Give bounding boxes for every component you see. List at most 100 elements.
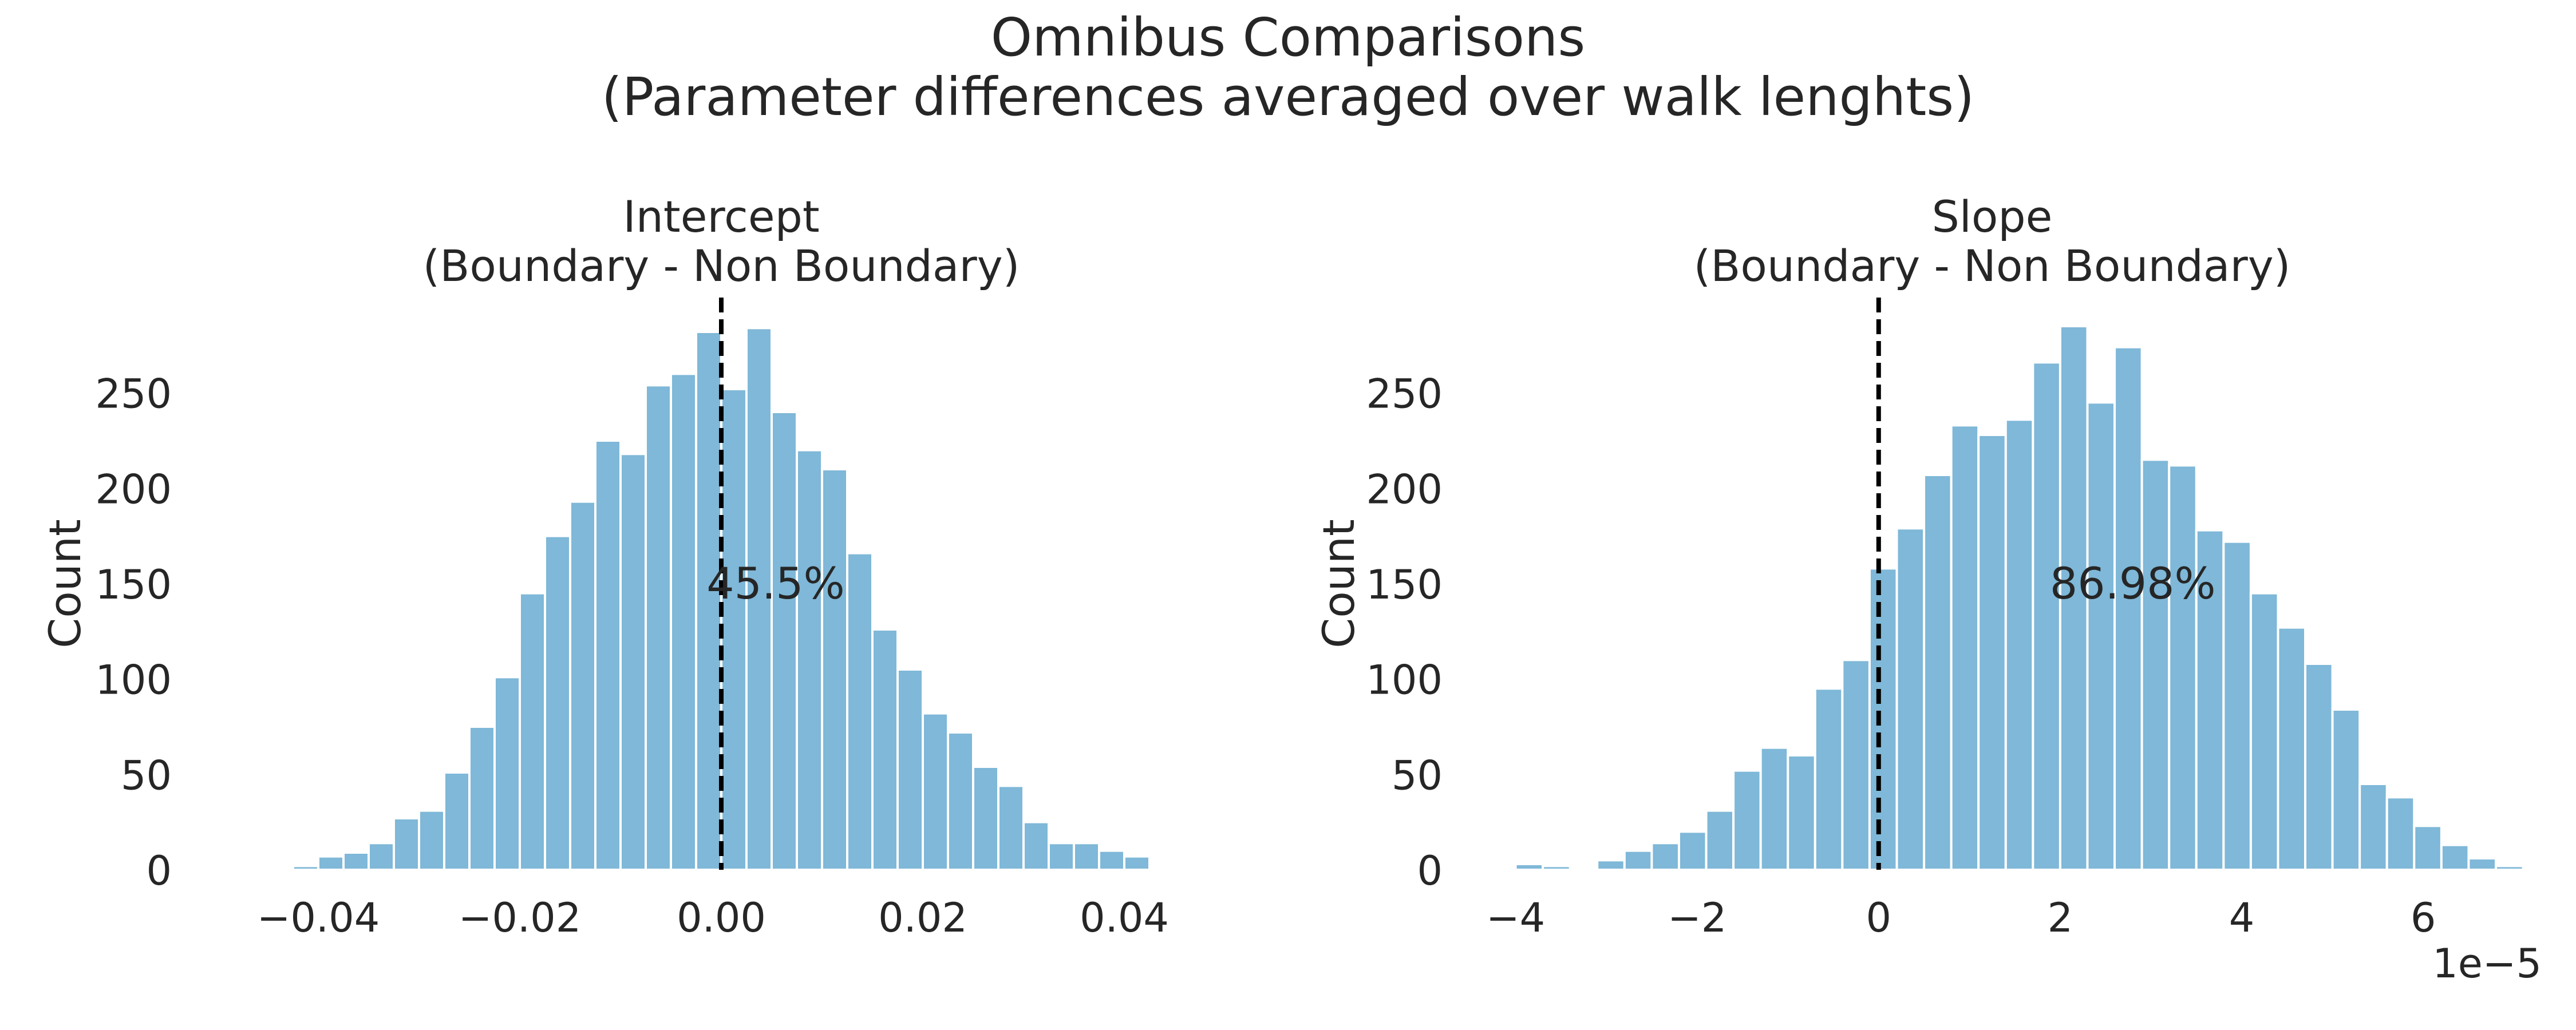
chart2-bar xyxy=(1623,849,1653,871)
chart1-bar xyxy=(821,468,848,871)
chart1-xtick-label: −0.04 xyxy=(257,894,380,941)
chart1-bar xyxy=(519,592,546,871)
chart1-bar xyxy=(720,388,748,871)
chart2-bar xyxy=(2304,663,2334,871)
chart1-bar xyxy=(771,411,798,871)
chart1-bar xyxy=(544,534,571,871)
chart2-bar xyxy=(2249,592,2279,871)
chart2-bar xyxy=(1895,527,1926,871)
chart2-ytick-label: 100 xyxy=(1366,657,1443,704)
chart1-bar xyxy=(695,331,722,871)
chart2-ylabel: Count xyxy=(1313,519,1364,648)
chart2-bar xyxy=(2059,325,2089,871)
chart2-bar xyxy=(1677,830,1708,871)
chart2-bar xyxy=(1732,769,1762,871)
chart1-bar xyxy=(393,817,420,871)
chart1-annotation: 45.5% xyxy=(706,558,844,609)
chart1-ytick-label: 200 xyxy=(95,466,172,513)
chart1-ylabel: Count xyxy=(39,519,90,648)
chart1-bar xyxy=(317,855,345,871)
chart1-bar xyxy=(997,785,1025,871)
chart2-bar xyxy=(2168,464,2198,871)
chart2-xtick-label: −4 xyxy=(1486,894,1545,941)
chart1-ytick-label: 0 xyxy=(146,847,172,894)
chart1-bar xyxy=(1048,842,1075,871)
chart1-xtick-label: 0.02 xyxy=(878,894,967,941)
chart1-bar xyxy=(418,809,445,871)
chart2-xtick-label: 0 xyxy=(1866,894,1892,941)
chart1-bar xyxy=(1073,842,1100,871)
chart1-bar xyxy=(594,439,622,871)
chart2-bar xyxy=(2467,857,2498,871)
chart1-bar xyxy=(569,500,596,871)
chart1-bar xyxy=(1098,849,1125,871)
chart1-bar xyxy=(342,851,370,871)
chart2-bar xyxy=(1514,863,1544,871)
chart2-xtick-label: 6 xyxy=(2411,894,2436,941)
chart2-bar xyxy=(1787,754,1816,871)
chart1-ytick-label: 100 xyxy=(95,657,172,704)
chart1-bar xyxy=(896,668,924,871)
chart1-bar xyxy=(947,731,974,871)
chart1-ytick-label: 250 xyxy=(95,371,172,418)
chart2-bar xyxy=(2495,865,2524,871)
chart2-xtick-label: 4 xyxy=(2229,894,2255,941)
chart1-bar xyxy=(292,865,319,871)
chart1-ytick-label: 150 xyxy=(95,561,172,608)
chart2-ytick-label: 50 xyxy=(1392,752,1443,799)
chart1-bar xyxy=(645,384,672,871)
chart2-ytick-label: 200 xyxy=(1366,466,1443,513)
chart1-bar xyxy=(871,628,899,871)
chart2-bar xyxy=(2440,843,2470,871)
chart2-xtick-label: 2 xyxy=(2048,894,2073,941)
chart2-bar xyxy=(1542,865,1571,871)
chart1-bar xyxy=(846,552,874,871)
chart1-bar xyxy=(1022,821,1050,871)
chart2-bar xyxy=(1950,424,1980,871)
chart1-bar xyxy=(745,327,773,871)
chart2-bar xyxy=(1923,474,1953,871)
chart2-bar xyxy=(2195,529,2225,871)
chart2-bar xyxy=(2385,796,2416,871)
chart2-bar xyxy=(1596,859,1626,871)
chart1-bar xyxy=(796,449,823,871)
chart2-bar xyxy=(2140,458,2171,871)
chart2-bar xyxy=(1814,687,1844,871)
chart2-title-line1: Slope xyxy=(1932,191,2053,242)
chart2-bar xyxy=(1868,567,1898,871)
chart2-bar xyxy=(2358,783,2388,871)
chart1-bar xyxy=(443,771,471,871)
chart2-annotation: 86.98% xyxy=(2050,558,2216,609)
chart2-xtick-label: −2 xyxy=(1668,894,1726,941)
chart2-bar xyxy=(1705,809,1735,871)
chart2-bar xyxy=(2331,708,2361,871)
chart1-bar xyxy=(368,842,395,871)
chart1-title-line1: Intercept xyxy=(623,191,819,242)
chart2-bar xyxy=(2032,361,2061,871)
chart1-bar xyxy=(468,726,496,871)
chart1-bar xyxy=(922,712,949,871)
chart2-bar xyxy=(2222,540,2252,871)
chart2-ytick-label: 150 xyxy=(1366,561,1443,608)
chart1-title-line2: (Boundary - Non Boundary) xyxy=(423,240,1020,291)
chart2-ytick-label: 250 xyxy=(1366,371,1443,418)
chart2-offset-label: 1e−5 xyxy=(2432,940,2542,987)
chart2-bar xyxy=(1650,842,1680,871)
chart1-bar xyxy=(1123,855,1151,871)
figure-title-line2: (Parameter differences averaged over wal… xyxy=(601,66,1975,128)
chart1-bar xyxy=(972,766,999,871)
chart2-bar xyxy=(1977,434,2007,871)
figure-title-line1: Omnibus Comparisons xyxy=(990,7,1586,68)
chart1-ytick-label: 50 xyxy=(121,752,172,799)
chart2-bar xyxy=(1841,659,1871,871)
chart2-bar xyxy=(2004,418,2034,871)
chart2-bar xyxy=(2413,825,2443,871)
chart1-xtick-label: 0.04 xyxy=(1080,894,1169,941)
chart2-bar xyxy=(2277,626,2307,871)
chart1-bar xyxy=(670,373,697,871)
chart1-xtick-label: −0.02 xyxy=(459,894,582,941)
chart2-bar xyxy=(1759,746,1789,871)
chart2-title-line2: (Boundary - Non Boundary) xyxy=(1694,240,2291,291)
